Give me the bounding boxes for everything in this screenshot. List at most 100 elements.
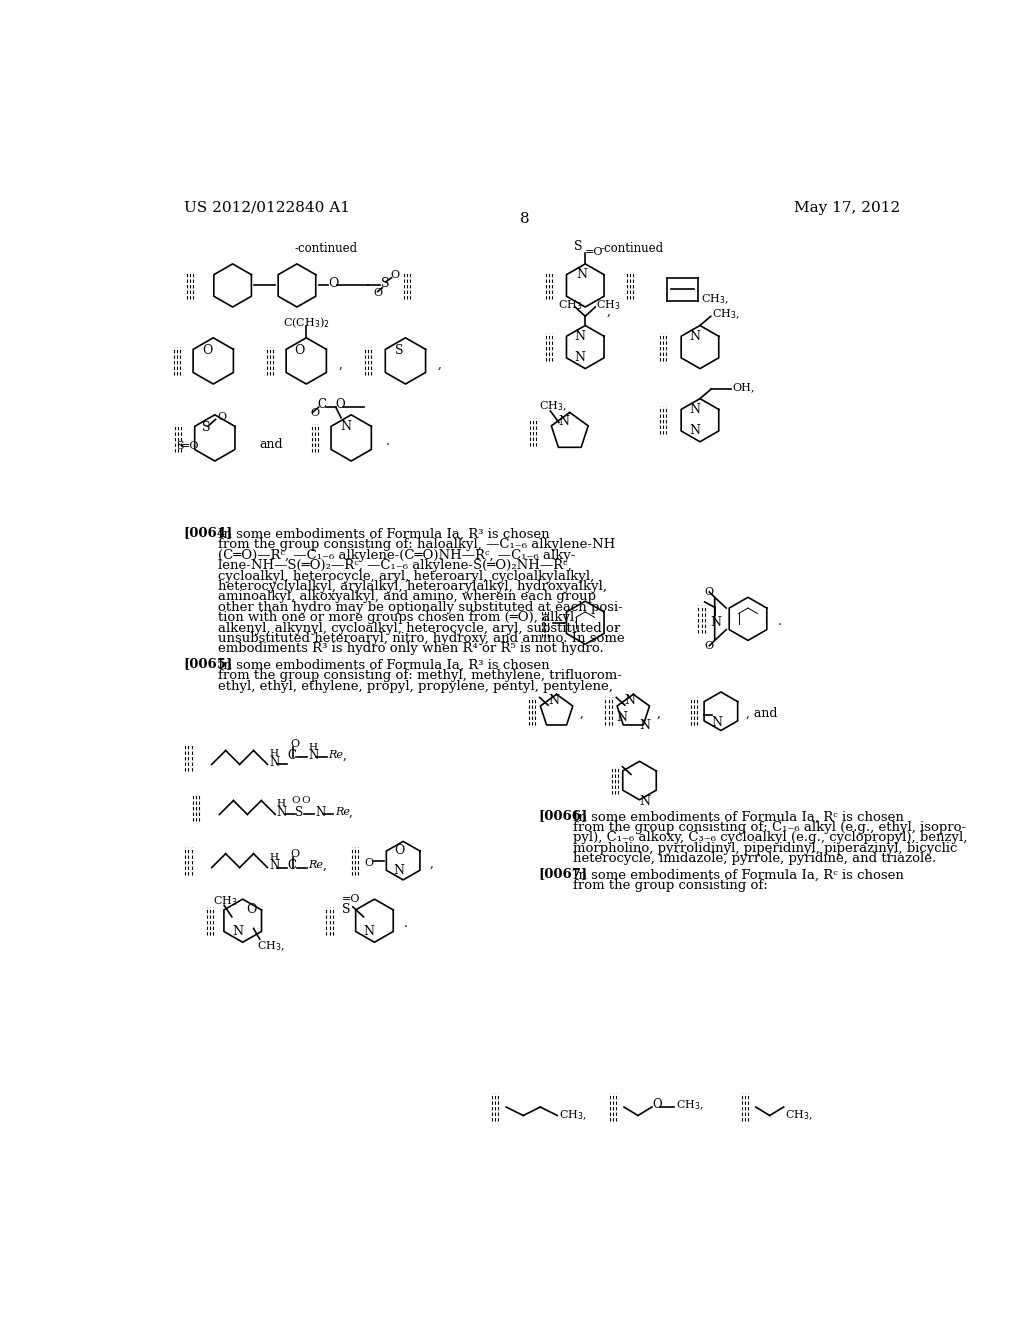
Text: N: N [548, 694, 559, 708]
Text: CH$_3$: CH$_3$ [596, 298, 621, 312]
Text: O: O [652, 1098, 663, 1111]
Text: cycloalkyl, heterocycle, aryl, heteroaryl, cycloalkylalkyl,: cycloalkyl, heterocycle, aryl, heteroary… [218, 570, 594, 582]
Text: N: N [269, 859, 280, 871]
Text: O: O [394, 843, 404, 857]
Text: N: N [315, 805, 326, 818]
Text: N: N [625, 694, 636, 708]
Text: heterocyclylalkyl, arylalkyl, heteroarylalkyl, hydroxyalkyl,: heterocyclylalkyl, arylalkyl, heteroaryl… [218, 579, 607, 593]
Text: CH$_3$,: CH$_3$, [713, 308, 740, 321]
Text: unsubstituted heteroaryl, nitro, hydroxy, and amino. In some: unsubstituted heteroaryl, nitro, hydroxy… [218, 632, 625, 645]
Text: In some embodiments of Formula Ia, R³ is chosen: In some embodiments of Formula Ia, R³ is… [218, 528, 550, 541]
Text: H: H [308, 743, 317, 752]
Text: [0066]: [0066] [539, 809, 588, 822]
Text: N: N [689, 330, 700, 343]
Text: O: O [705, 587, 714, 597]
Text: -continued: -continued [601, 242, 664, 255]
Text: N: N [574, 330, 586, 343]
Text: CH$_3$,: CH$_3$, [700, 293, 729, 306]
Text: tion with one or more groups chosen from (═O), alkyl,: tion with one or more groups chosen from… [218, 611, 579, 624]
Text: S: S [394, 345, 403, 358]
Text: O: O [390, 271, 399, 280]
Text: N: N [340, 420, 351, 433]
Text: CH$_3$: CH$_3$ [213, 895, 238, 908]
Text: O: O [247, 903, 257, 916]
Text: ,: , [656, 708, 660, 721]
Text: N: N [616, 711, 628, 723]
Text: O: O [291, 849, 300, 859]
Text: H: H [276, 799, 286, 808]
Text: [0064]: [0064] [183, 527, 233, 540]
Text: aminoalkyl, alkoxyalkyl, and amino, wherein each group: aminoalkyl, alkoxyalkyl, and amino, wher… [218, 590, 596, 603]
Text: O: O [217, 412, 226, 422]
Text: In some embodiments of Formula Ia, Rᶜ is chosen: In some embodiments of Formula Ia, Rᶜ is… [572, 869, 904, 882]
Text: N: N [574, 351, 586, 364]
Text: O: O [329, 277, 339, 289]
Text: CH$_3$,: CH$_3$, [676, 1098, 703, 1111]
Text: US 2012/0122840 A1: US 2012/0122840 A1 [183, 201, 350, 215]
Text: N: N [640, 795, 650, 808]
Text: C: C [317, 399, 327, 412]
Text: S: S [295, 805, 303, 818]
Text: S: S [202, 421, 210, 434]
Text: S: S [342, 903, 350, 916]
Text: ethyl, ethyl, ethylene, propyl, propylene, pentyl, pentylene,: ethyl, ethyl, ethylene, propyl, propylen… [218, 680, 612, 693]
Text: C: C [288, 859, 297, 871]
Text: embodiments R³ is hydro only when R⁴ or R⁵ is not hydro.: embodiments R³ is hydro only when R⁴ or … [218, 643, 604, 655]
Text: ,: , [606, 305, 610, 317]
Text: O: O [365, 858, 374, 869]
Text: N: N [689, 425, 700, 437]
Text: Re: Re [335, 807, 350, 817]
Text: CH$_3$,: CH$_3$, [257, 940, 285, 953]
Text: N: N [689, 403, 700, 416]
Text: =O: =O [342, 894, 360, 904]
Text: H: H [269, 750, 279, 758]
Text: ,: , [339, 358, 343, 371]
Text: May 17, 2012: May 17, 2012 [795, 201, 901, 215]
Text: O: O [302, 796, 310, 805]
Text: O: O [336, 399, 345, 412]
Text: O: O [203, 345, 213, 358]
Text: ,: , [349, 805, 352, 818]
Text: .: . [403, 916, 408, 929]
Text: O: O [292, 796, 300, 805]
Text: and: and [260, 437, 284, 450]
Text: C: C [288, 748, 297, 762]
Text: CH$_3$,: CH$_3$, [785, 1107, 813, 1122]
Text: Re: Re [328, 750, 343, 760]
Text: CH$_3$,: CH$_3$, [559, 1107, 587, 1122]
Text: =O: =O [180, 441, 200, 450]
Text: N: N [575, 268, 587, 281]
Text: S: S [573, 240, 582, 253]
Text: N: N [712, 717, 723, 730]
Text: N: N [308, 748, 318, 762]
Text: N: N [394, 865, 404, 878]
Text: lene-NH—S(═O)₂—Rᶜ, —C₁₋₆ alkylene-S(═O)₂NH—Rᶜ,: lene-NH—S(═O)₂—Rᶜ, —C₁₋₆ alkylene-S(═O)₂… [218, 560, 571, 572]
Text: heterocycle, imidazole, pyrrole, pyridine, and triazole.: heterocycle, imidazole, pyrrole, pyridin… [572, 853, 936, 865]
Text: ,: , [580, 708, 584, 721]
Text: ,: , [323, 859, 327, 871]
Text: =O: =O [585, 247, 603, 256]
Text: -continued: -continued [295, 242, 357, 255]
Text: O: O [291, 739, 300, 748]
Text: N: N [558, 416, 569, 428]
Text: from the group consisting of: C₁₋₆ alkyl (e.g., ethyl, isopro-: from the group consisting of: C₁₋₆ alkyl… [572, 821, 966, 834]
Text: Re: Re [308, 861, 324, 870]
Text: N: N [364, 925, 375, 939]
Text: In some embodiments of Formula Ia, R³ is chosen: In some embodiments of Formula Ia, R³ is… [218, 659, 550, 672]
Text: from the group consisting of:: from the group consisting of: [572, 879, 768, 892]
Text: In some embodiments of Formula Ia, Rᶜ is chosen: In some embodiments of Formula Ia, Rᶜ is… [572, 810, 904, 824]
Text: CH$_3$: CH$_3$ [558, 298, 583, 312]
Text: H: H [269, 853, 279, 862]
Text: N: N [276, 805, 287, 818]
Text: , and: , and [746, 708, 778, 721]
Text: [0067]: [0067] [539, 867, 588, 880]
Text: from the group consisting of: methyl, methylene, trifluorom-: from the group consisting of: methyl, me… [218, 669, 622, 682]
Text: O: O [310, 408, 319, 417]
Text: (C═O)—Rᶜ, —C₁₋₆ alkylene-(C═O)NH—Rᶜ, —C₁₋₆ alky-: (C═O)—Rᶜ, —C₁₋₆ alkylene-(C═O)NH—Rᶜ, —C₁… [218, 549, 575, 562]
Text: O: O [705, 640, 714, 651]
Text: from the group consisting of: haloalkyl, —C₁₋₆ alkylene-NH: from the group consisting of: haloalkyl,… [218, 539, 615, 552]
Text: S: S [176, 441, 183, 450]
Text: ,: , [343, 748, 346, 762]
Text: CH$_3$,: CH$_3$, [539, 400, 566, 413]
Text: S: S [381, 277, 390, 289]
